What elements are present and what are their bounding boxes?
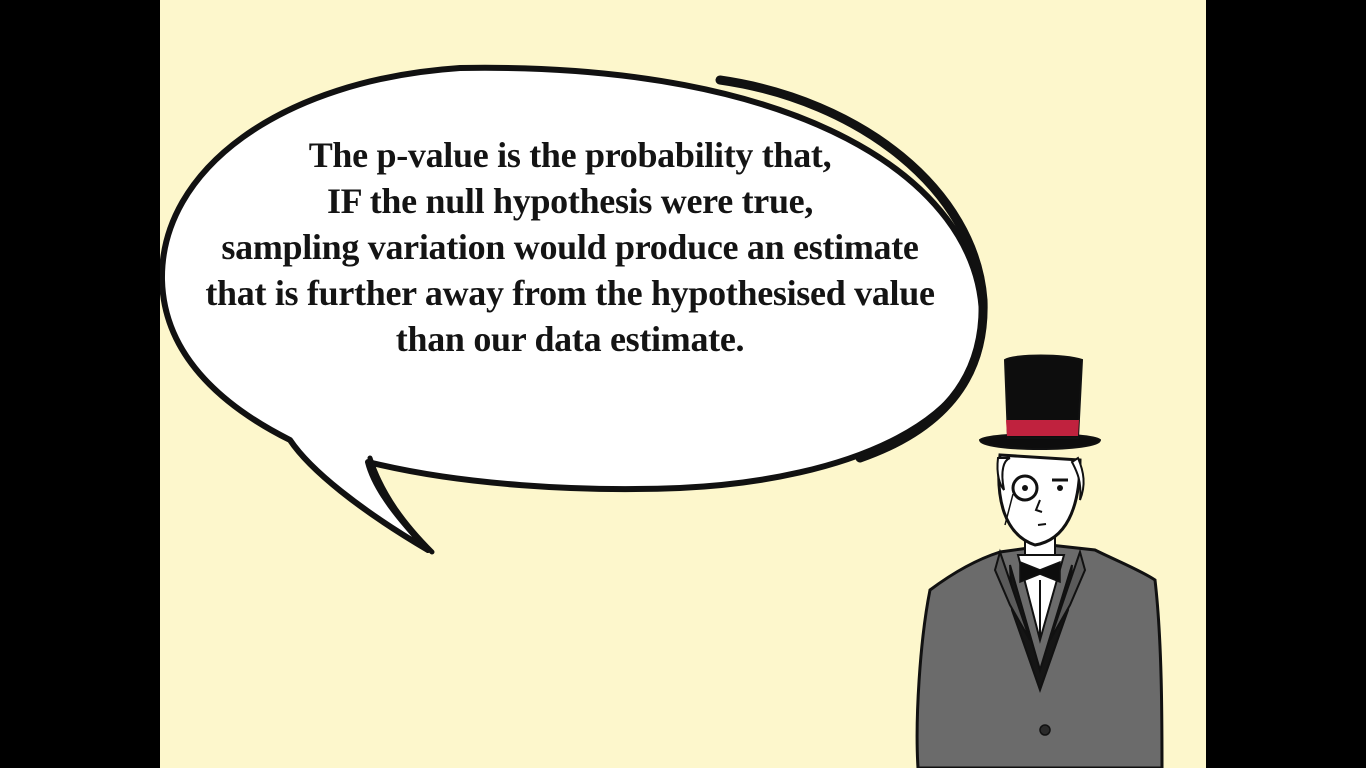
speech-bubble-text: The p-value is the probability that, IF … (175, 132, 965, 362)
top-hat-gentleman-character (915, 354, 1164, 768)
speech-bubble (160, 64, 988, 555)
speech-line-3: sampling variation would produce an esti… (221, 227, 919, 267)
speech-line-5: than our data estimate. (395, 319, 745, 359)
coat (915, 543, 1164, 768)
monocle-icon (1011, 474, 1039, 502)
coat-button (1039, 724, 1051, 736)
speech-bubble-tail-edge (367, 455, 435, 555)
top-hat-icon (1003, 354, 1084, 439)
speech-bubble-thick-edge (715, 75, 988, 463)
hat-band (1006, 420, 1079, 436)
speech-line-1: The p-value is the probability that, (308, 135, 832, 175)
comic-panel: The p-value is the probability that, IF … (160, 0, 1206, 768)
speech-line-4: that is further away from the hypothesis… (205, 273, 935, 313)
bow-tie (1019, 560, 1061, 584)
speech-bubble-outline (160, 64, 986, 553)
speech-line-2: IF the null hypothesis were true, (326, 181, 814, 221)
